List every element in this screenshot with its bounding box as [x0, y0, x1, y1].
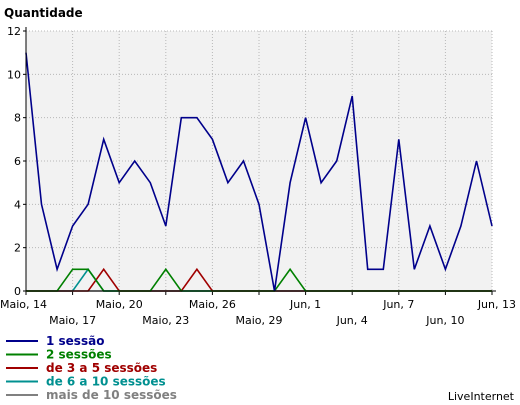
x-tick-label: Maio, 20 — [96, 298, 143, 311]
x-tick-label: Maio, 17 — [49, 314, 96, 327]
y-axis: 0 2 4 6 8 10 12 — [7, 25, 26, 298]
x-tick-label: Jun, 1 — [289, 298, 321, 311]
y-axis-title: Quantidade — [4, 6, 83, 20]
x-tick-label: Jun, 10 — [425, 314, 464, 327]
axes-frame — [25, 27, 496, 292]
y-tick-label: 6 — [14, 155, 21, 168]
legend-label: de 3 a 5 sessões — [46, 361, 157, 375]
x-tick-label: Jun, 13 — [477, 298, 516, 311]
x-tick-label: Maio, 14 — [0, 298, 47, 311]
y-tick-label: 2 — [14, 242, 21, 255]
y-tick-label: 8 — [14, 112, 21, 125]
series-line — [25, 52, 493, 292]
y-tick-label: 0 — [14, 285, 21, 298]
y-tick-label: 10 — [7, 68, 21, 81]
credit-text: LiveInternet — [448, 390, 515, 403]
x-tick-label: Jun, 4 — [336, 314, 368, 327]
legend-label: mais de 10 sessões — [46, 388, 177, 402]
x-tick-label: Maio, 29 — [235, 314, 282, 327]
legend-label: 1 sessão — [46, 334, 104, 348]
y-tick-label: 12 — [7, 25, 21, 38]
legend-label: 2 sessões — [46, 348, 112, 362]
x-tick-label: Maio, 26 — [189, 298, 236, 311]
y-tick-label: 4 — [14, 198, 21, 211]
x-tick-label: Jun, 7 — [382, 298, 414, 311]
x-tick-label: Maio, 23 — [142, 314, 189, 327]
x-axis: Maio, 14 Maio, 20 Maio, 26 Jun, 1 Jun, 7 Jun,… — [0, 291, 516, 327]
legend-label: de 6 a 10 sessões — [46, 375, 166, 389]
